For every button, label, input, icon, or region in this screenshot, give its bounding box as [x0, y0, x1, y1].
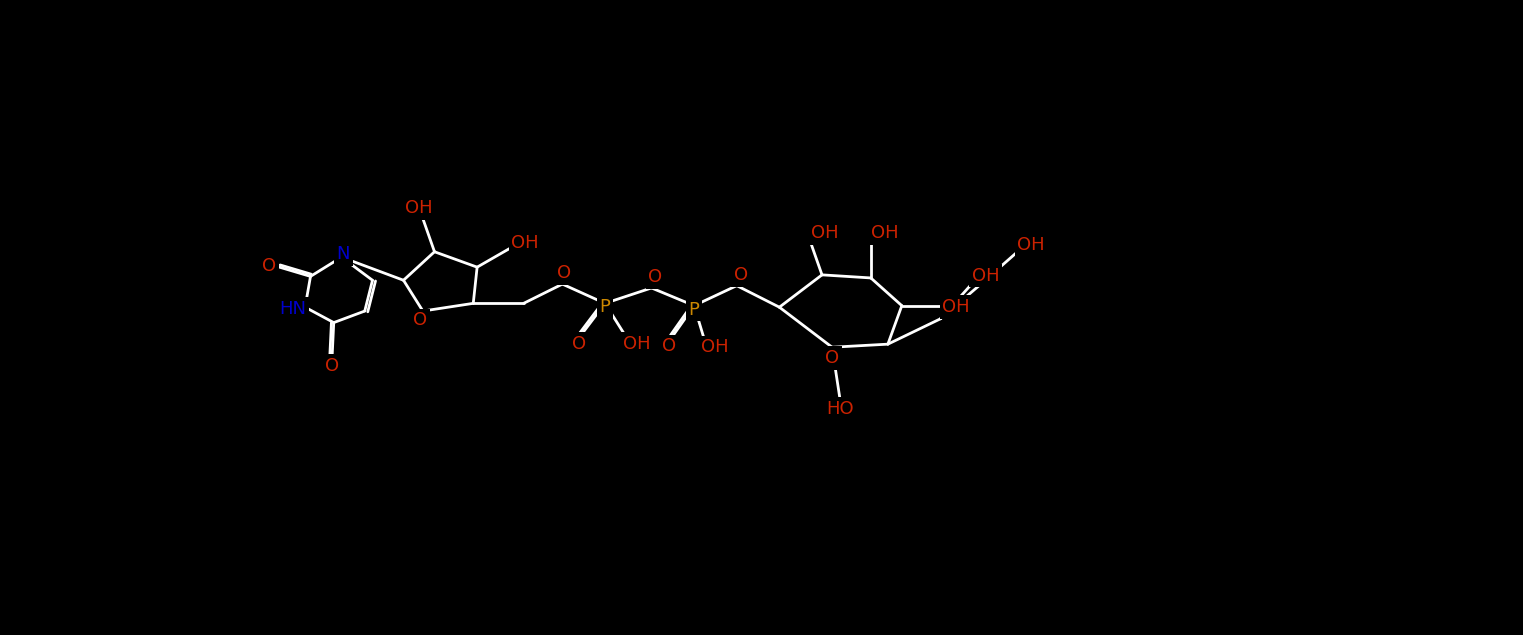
- Text: HO: HO: [825, 400, 853, 418]
- Text: OH: OH: [871, 224, 899, 243]
- Text: OH: OH: [1017, 236, 1045, 254]
- Text: N: N: [337, 245, 350, 263]
- Text: P: P: [688, 300, 699, 319]
- Text: O: O: [413, 311, 426, 330]
- Text: O: O: [825, 349, 839, 367]
- Text: OH: OH: [405, 199, 433, 217]
- Text: P: P: [600, 298, 611, 316]
- Text: OH: OH: [972, 267, 999, 284]
- Text: O: O: [571, 335, 586, 353]
- Text: O: O: [324, 357, 340, 375]
- Text: OH: OH: [701, 338, 730, 356]
- Text: OH: OH: [623, 335, 650, 353]
- Text: O: O: [663, 337, 676, 356]
- Text: OH: OH: [810, 224, 838, 243]
- Text: O: O: [262, 257, 277, 276]
- Text: O: O: [557, 264, 571, 283]
- Text: HN: HN: [279, 300, 306, 318]
- Text: O: O: [734, 266, 748, 284]
- Text: OH: OH: [943, 298, 970, 316]
- Text: OH: OH: [512, 234, 539, 252]
- Text: O: O: [649, 268, 663, 286]
